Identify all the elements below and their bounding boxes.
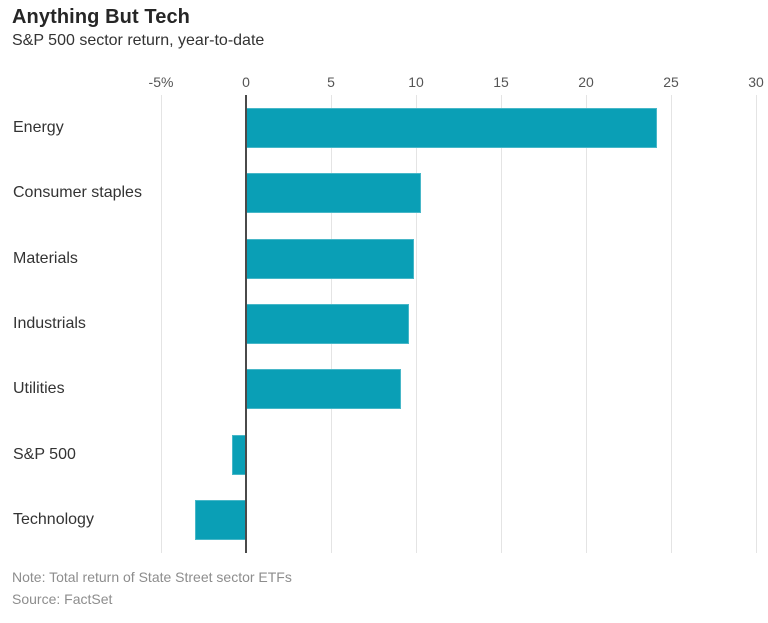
gridline: [160, 95, 162, 553]
bar-utilities: [246, 369, 401, 410]
gridline: [585, 95, 587, 553]
bar-technology: [195, 500, 246, 541]
x-axis-tick-label: 25: [663, 74, 679, 90]
gridline: [755, 95, 757, 553]
x-axis-tick-label: 15: [493, 74, 509, 90]
category-label-consumer-staples: Consumer staples: [13, 184, 142, 202]
chart-source: Source: FactSet: [12, 591, 113, 607]
gridline: [670, 95, 672, 553]
category-label-industrials: Industrials: [13, 315, 86, 332]
x-axis-tick-label: -5%: [148, 74, 174, 90]
x-axis-tick-label: 20: [578, 74, 594, 90]
x-axis-tick-label: 10: [408, 74, 424, 90]
category-label-s-p-500: S&P 500: [13, 445, 76, 463]
category-label-technology: Technology: [13, 511, 94, 529]
bar-s-p-500: [232, 434, 246, 475]
zero-baseline: [245, 95, 247, 553]
bar-consumer-staples: [246, 173, 422, 214]
chart-subtitle: S&P 500 sector return, year-to-date: [12, 32, 265, 49]
gridline: [500, 95, 502, 553]
gridline: [415, 95, 417, 553]
x-axis-tick-label: 0: [242, 74, 250, 90]
x-axis-tick-label: 30: [748, 74, 764, 90]
category-label-utilities: Utilities: [13, 380, 65, 398]
category-label-materials: Materials: [13, 249, 78, 267]
chart-title: Anything But Tech: [12, 6, 190, 28]
chart-note: Note: Total return of State Street secto…: [12, 569, 292, 585]
bar-industrials: [246, 304, 410, 344]
bar-materials: [246, 238, 415, 279]
bar-energy: [246, 107, 658, 148]
x-axis-tick-label: 5: [327, 74, 335, 90]
category-label-energy: Energy: [13, 118, 64, 136]
